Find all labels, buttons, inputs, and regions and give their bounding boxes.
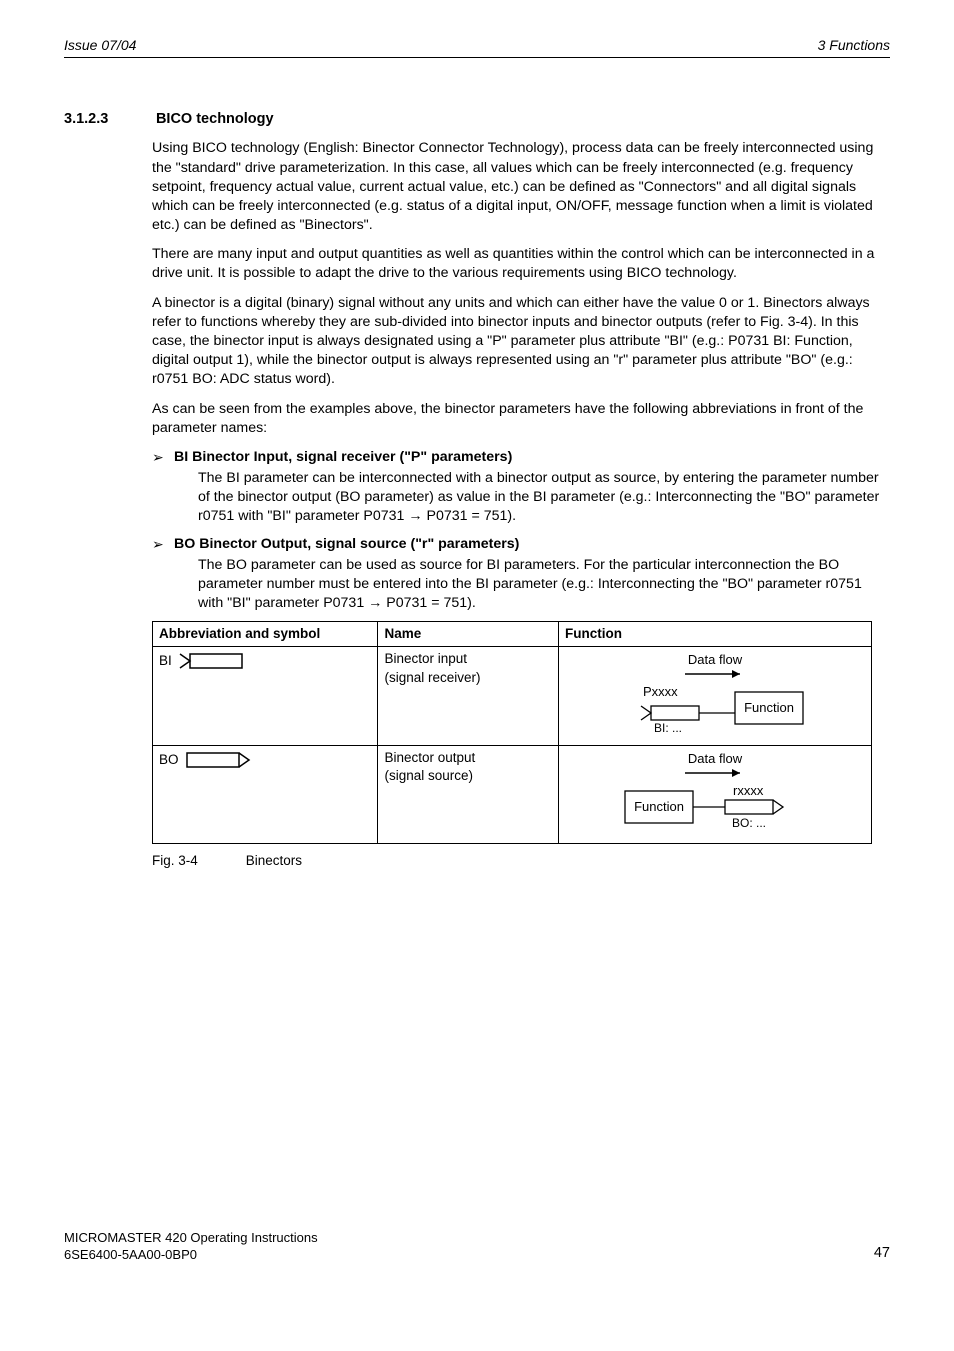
bullet-arrow-icon: ➢ — [152, 535, 174, 554]
header-right: 3 Functions — [818, 36, 890, 55]
table-row: BO Binector output (signal source) Data … — [153, 745, 872, 843]
bi-dataflow-label: Data flow — [688, 652, 743, 667]
bi-port-symbol-icon — [178, 650, 248, 672]
cell-bi-name: Binector input (signal receiver) — [378, 647, 559, 745]
table-row: BI Binector input (signal receiver) Data… — [153, 647, 872, 745]
bi-label: BI — [159, 650, 172, 670]
footer-pagenum: 47 — [874, 1244, 890, 1264]
bullet-bo-head-text: BO Binector Output, signal source ("r" p… — [174, 535, 519, 554]
figure-caption: Fig. 3-4 Binectors — [152, 852, 890, 870]
bo-port-label: BO: ... — [732, 816, 766, 830]
bullet-bo-head: ➢ BO Binector Output, signal source ("r"… — [152, 535, 890, 554]
bi-function-diagram-icon: Data flow Pxxxx BI: ... Function — [565, 650, 865, 736]
paragraph-4: As can be seen from the examples above, … — [152, 400, 890, 438]
bullet-bo-body: The BO parameter can be used as source f… — [198, 556, 890, 614]
cell-bi-function: Data flow Pxxxx BI: ... Function — [559, 647, 872, 745]
section-heading: 3.1.2.3 BICO technology — [64, 110, 890, 130]
paragraph-3: A binector is a digital (binary) signal … — [152, 294, 890, 390]
bullet-bi-body: The BI parameter can be interconnected w… — [198, 469, 890, 527]
figure-number: Fig. 3-4 — [152, 852, 242, 870]
figure-text: Binectors — [246, 853, 302, 868]
bo-label: BO — [159, 749, 179, 769]
th-name: Name — [378, 622, 559, 647]
th-abbrev: Abbreviation and symbol — [153, 622, 378, 647]
bullet-bi-head-text: BI Binector Input, signal receiver ("P" … — [174, 448, 512, 467]
footer-line2: 6SE6400-5AA00-0BP0 — [64, 1247, 318, 1264]
binector-table: Abbreviation and symbol Name Function BI… — [152, 621, 872, 844]
th-function: Function — [559, 622, 872, 647]
footer-line1: MICROMASTER 420 Operating Instructions — [64, 1230, 318, 1247]
bi-function-box-label: Function — [744, 700, 794, 715]
table-header-row: Abbreviation and symbol Name Function — [153, 622, 872, 647]
bo-dataflow-label: Data flow — [688, 751, 743, 766]
bo-port-symbol-icon — [185, 749, 255, 771]
bo-function-box-label: Function — [634, 799, 684, 814]
bi-port-label: BI: ... — [654, 721, 682, 735]
cell-bi-symbol: BI — [153, 647, 378, 745]
bullet-bi-head: ➢ BI Binector Input, signal receiver ("P… — [152, 448, 890, 467]
bo-function-diagram-icon: Data flow Function rxxxx BO: ... — [565, 749, 865, 835]
cell-bo-symbol: BO — [153, 745, 378, 843]
page-header: Issue 07/04 3 Functions — [64, 36, 890, 58]
section-title: BICO technology — [156, 111, 274, 127]
paragraph-1: Using BICO technology (English: Binector… — [152, 139, 890, 235]
cell-bo-function: Data flow Function rxxxx BO: ... — [559, 745, 872, 843]
bi-param-label: Pxxxx — [643, 684, 678, 699]
bo-param-label: rxxxx — [733, 783, 764, 798]
page-footer: MICROMASTER 420 Operating Instructions 6… — [0, 1230, 954, 1264]
header-left: Issue 07/04 — [64, 36, 136, 55]
bullet-arrow-icon: ➢ — [152, 448, 174, 467]
paragraph-2: There are many input and output quantiti… — [152, 245, 890, 283]
cell-bo-name: Binector output (signal source) — [378, 745, 559, 843]
section-number: 3.1.2.3 — [64, 110, 152, 130]
